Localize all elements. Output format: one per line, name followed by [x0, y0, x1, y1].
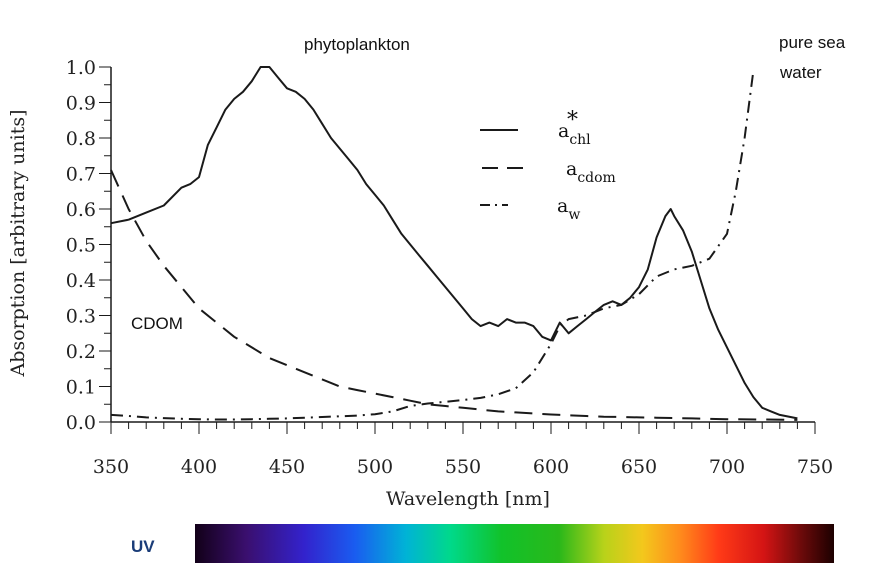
y-axis-ticks: 0.0 0.1 0.2 0.3 0.4 0.5 0.6 0.7 0.8 0.9 1.0 [66, 57, 111, 434]
x-tick-label: 500 [357, 456, 393, 478]
series-line-cdom [110, 169, 798, 421]
x-tick-label: 600 [533, 456, 569, 478]
y-tick-label: 1.0 [66, 57, 96, 79]
y-axis-title: Absorption [arbitrary units] [7, 109, 29, 377]
visible-spectrum-bar [195, 524, 834, 563]
legend-label-chl-star: * [567, 108, 578, 133]
series-line-chl [110, 66, 798, 420]
y-tick-label: 0.8 [66, 128, 96, 150]
series-lines [110, 66, 798, 421]
y-tick-label: 0.6 [66, 199, 96, 221]
x-tick-label: 750 [797, 456, 833, 478]
annotation-phytoplankton: phytoplankton [304, 35, 410, 54]
legend-label-chl: achl [558, 120, 591, 148]
y-tick-label: 0.4 [66, 270, 96, 292]
y-tick-label: 0.5 [66, 235, 96, 257]
x-tick-label: 700 [709, 456, 745, 478]
legend: achl * acdom aw [480, 108, 616, 223]
x-tick-label: 650 [621, 456, 657, 478]
x-tick-label: 450 [269, 456, 305, 478]
x-tick-label: 550 [445, 456, 481, 478]
series-line-water [110, 70, 755, 421]
annotation-cdom: CDOM [131, 314, 183, 333]
y-tick-label: 0.2 [66, 341, 96, 363]
x-axis-title: Wavelength [nm] [386, 488, 550, 510]
y-tick-label: 0.7 [66, 164, 96, 186]
annotation-pure-sea: pure sea [779, 33, 846, 52]
legend-label-cdom: acdom [566, 158, 616, 186]
y-tick-label: 0.9 [66, 93, 96, 115]
x-tick-label: 400 [181, 456, 217, 478]
legend-label-water: aw [557, 195, 580, 223]
y-tick-label: 0.0 [66, 412, 96, 434]
y-tick-label: 0.1 [66, 377, 96, 399]
annotation-water: water [779, 63, 822, 82]
uv-label: UV [131, 537, 155, 556]
y-tick-label: 0.3 [66, 306, 96, 328]
x-tick-label: 350 [93, 456, 129, 478]
axes-frame [110, 67, 815, 423]
x-axis-ticks: 350 400 450 500 550 600 650 700 750 [93, 422, 833, 478]
